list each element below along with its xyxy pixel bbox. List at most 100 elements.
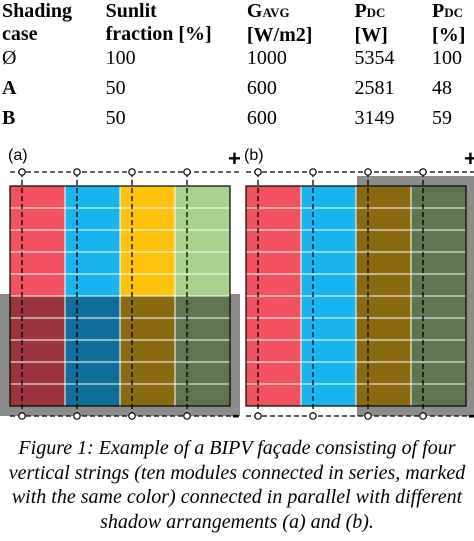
module-grid-border <box>9 185 231 407</box>
table-cell: 600 <box>246 77 277 99</box>
pv-module <box>355 383 412 407</box>
pv-module <box>64 383 121 407</box>
pv-module <box>119 383 176 407</box>
junction-node <box>18 168 26 176</box>
pv-module <box>64 317 121 341</box>
pv-module <box>119 361 176 385</box>
pv-module <box>410 207 467 231</box>
pv-module <box>300 361 357 385</box>
pv-module <box>119 273 176 297</box>
pv-module <box>245 273 302 297</box>
panel-label: (a) <box>8 147 28 164</box>
pv-module <box>245 339 302 363</box>
pv-module <box>410 251 467 275</box>
pv-module <box>174 229 231 253</box>
pv-module <box>9 251 66 275</box>
pv-module <box>355 185 412 209</box>
pv-module <box>64 361 121 385</box>
pv-module <box>64 251 121 275</box>
figure-caption: Figure 1: Example of a BIPV façade consi… <box>8 437 466 533</box>
table-cell: 1000 <box>246 47 287 69</box>
pv-module <box>9 295 66 319</box>
pv-module <box>9 207 66 231</box>
pv-module <box>119 339 176 363</box>
pv-module <box>174 339 231 363</box>
minus-terminal: - <box>468 402 474 427</box>
junction-node <box>183 412 191 420</box>
pv-module <box>9 273 66 297</box>
junction-node <box>18 412 26 420</box>
junction-node <box>254 168 262 176</box>
pv-module <box>119 185 176 209</box>
pv-module <box>355 273 412 297</box>
pv-module <box>355 361 412 385</box>
pv-module <box>410 383 467 407</box>
table-cell: 600 <box>246 107 277 129</box>
pv-module <box>174 207 231 231</box>
plus-terminal: + <box>228 146 241 171</box>
table-header-row: Shading case Sunlit fraction [%] GAVG [W/m2… <box>0 0 474 47</box>
pv-module <box>174 317 231 341</box>
pv-module <box>119 229 176 253</box>
pv-module <box>410 185 467 209</box>
pv-module <box>300 185 357 209</box>
junction-node <box>364 412 372 420</box>
pv-module <box>410 361 467 385</box>
junction-node <box>128 168 136 176</box>
pv-module <box>9 185 66 209</box>
table-cell: B <box>2 107 16 129</box>
pv-module <box>410 339 467 363</box>
pv-module <box>410 295 467 319</box>
table-cell: 48 <box>432 77 453 99</box>
table-cell: 100 <box>432 47 463 69</box>
pv-module <box>119 295 176 319</box>
header-pdc-percent: PDC [%] <box>432 0 466 46</box>
pv-module <box>300 295 357 319</box>
table-cell: 5354 <box>354 47 395 69</box>
pv-module <box>355 317 412 341</box>
pv-module <box>64 295 121 319</box>
pv-module <box>9 383 66 407</box>
pv-module <box>245 295 302 319</box>
table-row: Ø 100 1000 5354 100 <box>0 47 474 77</box>
junction-node <box>73 168 81 176</box>
pv-module <box>174 361 231 385</box>
table-row: B 50 600 3149 59 <box>0 107 474 137</box>
minus-terminal: - <box>232 402 239 427</box>
pv-module <box>245 229 302 253</box>
pv-module <box>119 251 176 275</box>
pv-module <box>355 339 412 363</box>
header-shading-case: Shading case <box>2 0 73 45</box>
pv-module <box>64 207 121 231</box>
pv-module <box>174 295 231 319</box>
pv-module <box>410 273 467 297</box>
pv-module <box>174 251 231 275</box>
pv-module <box>64 273 121 297</box>
table-cell: 59 <box>432 107 453 129</box>
header-sunlit-fraction: Sunlit fraction [%] <box>105 0 212 45</box>
pv-module <box>119 317 176 341</box>
pv-module <box>355 251 412 275</box>
pv-module <box>300 383 357 407</box>
pv-module <box>174 185 231 209</box>
table-cell: 50 <box>105 107 126 129</box>
junction-node <box>128 412 136 420</box>
pv-module <box>245 317 302 341</box>
pv-module <box>245 251 302 275</box>
pv-module <box>410 229 467 253</box>
facade-diagram: (a)+-(b)+- <box>0 146 474 427</box>
header-gavg: GAVG [W/m2] <box>246 0 313 46</box>
pv-module <box>9 361 66 385</box>
pv-module <box>9 339 66 363</box>
pv-module <box>245 207 302 231</box>
junction-node <box>419 412 427 420</box>
pv-module <box>174 273 231 297</box>
pv-module <box>355 207 412 231</box>
table-cell: 3149 <box>354 107 395 129</box>
pv-module <box>174 383 231 407</box>
junction-node <box>309 168 317 176</box>
pv-module <box>300 207 357 231</box>
table-row: A 50 600 2581 48 <box>0 77 474 107</box>
pv-module <box>300 229 357 253</box>
junction-node <box>73 412 81 420</box>
